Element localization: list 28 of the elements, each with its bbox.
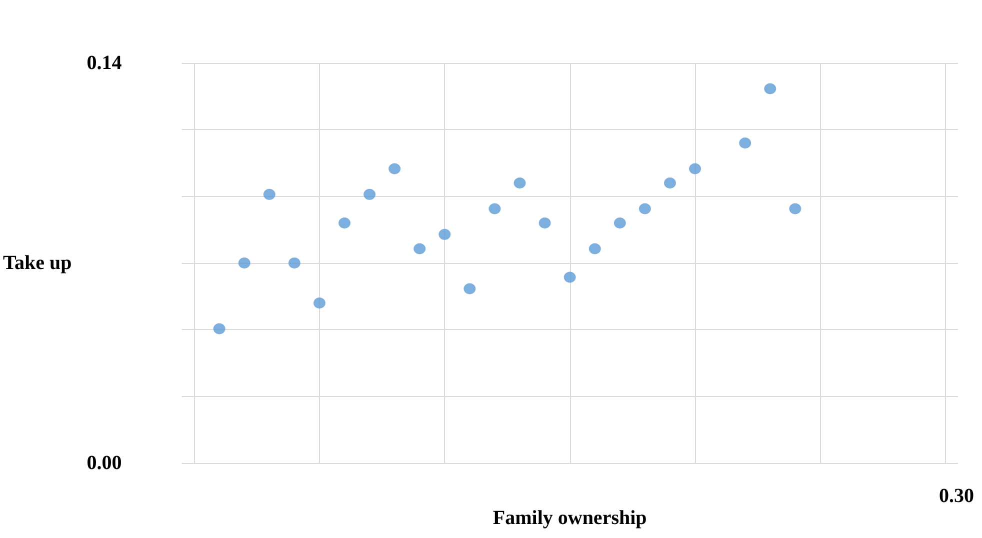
- point: [538, 218, 551, 228]
- point: [288, 258, 300, 268]
- point: [488, 203, 501, 214]
- point: [263, 188, 276, 200]
- point: [414, 243, 426, 254]
- point: [564, 272, 576, 283]
- y-axis-title: Take up: [3, 252, 72, 274]
- point: [213, 323, 226, 334]
- point: [614, 218, 626, 228]
- point: [464, 283, 476, 294]
- point: [438, 228, 451, 240]
- point: [313, 298, 326, 308]
- point: [664, 178, 676, 188]
- point: [764, 83, 776, 94]
- point: [739, 138, 752, 148]
- point: [238, 258, 250, 268]
- point: [388, 163, 401, 174]
- point: [364, 188, 376, 200]
- x-axis-title: Family ownership: [492, 507, 647, 529]
- point: [588, 243, 601, 254]
- text: 0.30: [939, 485, 974, 507]
- point: [638, 203, 651, 214]
- point: [338, 218, 350, 228]
- point: [789, 203, 802, 214]
- point: [514, 178, 526, 188]
- y-tick-label: 0.14: [86, 52, 122, 74]
- point: [689, 163, 702, 174]
- y-tick-label: 0.00: [86, 452, 122, 474]
